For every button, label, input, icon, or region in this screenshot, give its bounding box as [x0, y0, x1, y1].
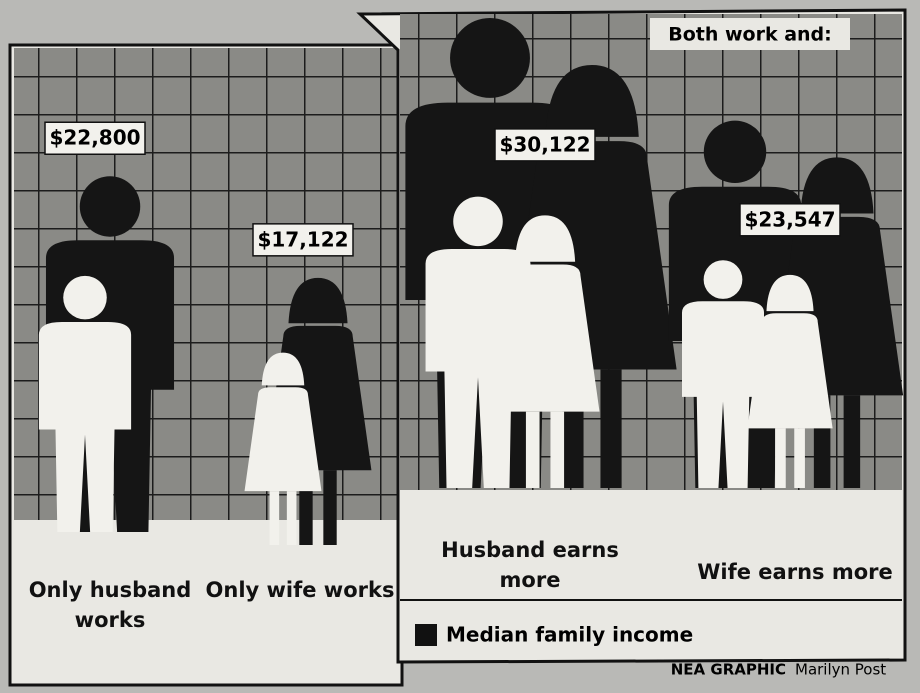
value-label: $30,122	[499, 132, 590, 156]
page: Both work and: Median family income NEA …	[0, 0, 920, 693]
category-label: Husband earns more	[435, 535, 625, 595]
legs	[323, 470, 336, 545]
legs	[270, 491, 280, 545]
category-label: Only wife works	[205, 575, 395, 605]
head	[450, 18, 530, 98]
legs	[600, 370, 621, 488]
credit-source: NEA GRAPHIC	[671, 661, 786, 679]
legs	[550, 412, 564, 488]
head	[80, 176, 140, 236]
legs	[526, 412, 540, 488]
head	[704, 121, 766, 183]
legs	[794, 428, 805, 488]
value-label: $17,122	[257, 227, 348, 251]
value-label: $22,800	[49, 126, 140, 150]
value-label: $23,547	[744, 207, 835, 231]
head	[63, 276, 107, 320]
legs	[287, 491, 297, 545]
category-label: Wife earns more	[690, 557, 900, 587]
legend-swatch	[415, 624, 437, 646]
legend-label: Median family income	[446, 623, 693, 647]
group-heading: Both work and:	[668, 24, 832, 46]
head	[704, 260, 743, 299]
category-label: Only husband works	[15, 575, 205, 635]
legs	[775, 428, 786, 488]
legs	[844, 395, 861, 488]
head	[453, 197, 503, 247]
credit-artist: Marilyn Post	[795, 661, 886, 679]
